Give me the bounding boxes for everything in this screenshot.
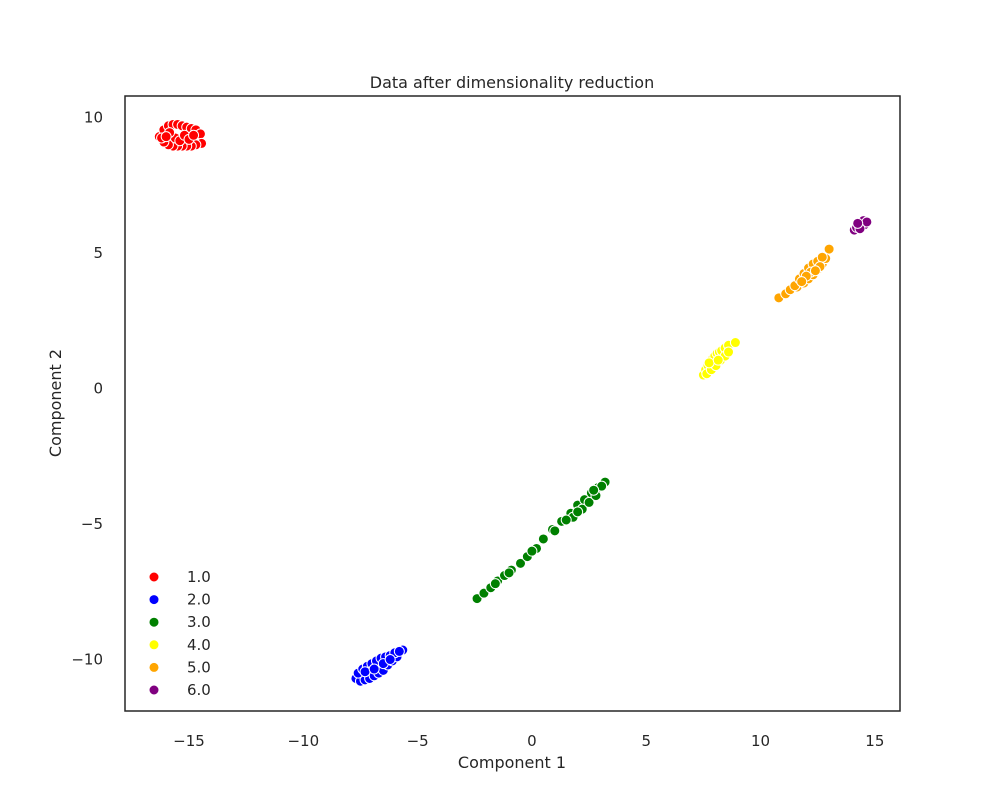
y-tick-labels: 10 5 0 −5 −10 bbox=[71, 109, 103, 669]
series-4.0 bbox=[697, 337, 741, 381]
x-tick-label: 5 bbox=[641, 732, 651, 750]
y-tick-label: −10 bbox=[71, 651, 103, 669]
plot-frame bbox=[124, 95, 901, 712]
data-point bbox=[588, 484, 600, 496]
data-point bbox=[703, 357, 715, 369]
y-tick-label: 0 bbox=[93, 380, 103, 398]
data-point bbox=[809, 265, 821, 277]
legend-marker bbox=[148, 684, 160, 696]
data-point bbox=[549, 525, 561, 537]
data-point bbox=[188, 129, 200, 141]
legend-label: 6.0 bbox=[187, 681, 211, 699]
legend-marker bbox=[148, 594, 160, 606]
y-tick-label: 5 bbox=[93, 244, 103, 262]
legend-label: 4.0 bbox=[187, 636, 211, 654]
x-tick-label: 10 bbox=[751, 732, 770, 750]
x-tick-label: 0 bbox=[527, 732, 537, 750]
x-tick-label: 15 bbox=[865, 732, 884, 750]
legend-label: 3.0 bbox=[187, 613, 211, 631]
data-point bbox=[160, 131, 172, 143]
legend-marker bbox=[148, 639, 160, 651]
points-layer bbox=[153, 118, 873, 687]
y-tick-label: −5 bbox=[81, 515, 103, 533]
legend-entry: 5.0 bbox=[148, 658, 211, 676]
data-point bbox=[368, 663, 380, 675]
series-3.0 bbox=[471, 476, 611, 605]
legend-entry: 6.0 bbox=[148, 681, 211, 699]
legend-entry: 3.0 bbox=[148, 613, 211, 631]
legend-entry: 4.0 bbox=[148, 636, 211, 654]
x-axis-label: Component 1 bbox=[458, 753, 566, 772]
legend-entry: 2.0 bbox=[148, 591, 211, 609]
x-tick-label: −5 bbox=[407, 732, 429, 750]
data-point bbox=[723, 346, 735, 358]
legend-entry: 1.0 bbox=[148, 568, 211, 586]
series-6.0 bbox=[848, 215, 873, 236]
data-point bbox=[572, 506, 584, 518]
chart-title: Data after dimensionality reduction bbox=[370, 73, 654, 92]
legend-marker bbox=[148, 571, 160, 583]
data-point bbox=[729, 337, 741, 349]
data-point bbox=[384, 654, 396, 666]
series-5.0 bbox=[773, 243, 835, 304]
data-point bbox=[583, 496, 595, 508]
data-point bbox=[359, 666, 371, 678]
x-tick-label: −15 bbox=[173, 732, 205, 750]
y-tick-label: 10 bbox=[84, 109, 103, 127]
data-point bbox=[796, 276, 808, 288]
legend: 1.0 2.0 3.0 4.0 5.0 6.0 bbox=[148, 568, 211, 699]
series-2.0 bbox=[350, 644, 409, 687]
data-point bbox=[823, 243, 835, 255]
data-point bbox=[560, 514, 572, 526]
data-point bbox=[816, 251, 828, 263]
legend-label: 5.0 bbox=[187, 658, 211, 676]
legend-label: 2.0 bbox=[187, 591, 211, 609]
data-point bbox=[503, 567, 515, 579]
series-1.0 bbox=[153, 118, 208, 152]
data-point bbox=[852, 217, 864, 229]
data-point bbox=[393, 645, 405, 657]
x-tick-label: −10 bbox=[287, 732, 319, 750]
data-point bbox=[712, 354, 724, 366]
legend-marker bbox=[148, 661, 160, 673]
y-axis-label: Component 2 bbox=[46, 349, 65, 457]
x-tick-labels: −15 −10 −5 0 5 10 15 bbox=[173, 732, 884, 750]
data-point bbox=[526, 545, 538, 557]
data-point bbox=[489, 578, 501, 590]
data-point bbox=[537, 533, 549, 545]
legend-label: 1.0 bbox=[187, 568, 211, 586]
legend-marker bbox=[148, 616, 160, 628]
data-point bbox=[515, 557, 527, 569]
